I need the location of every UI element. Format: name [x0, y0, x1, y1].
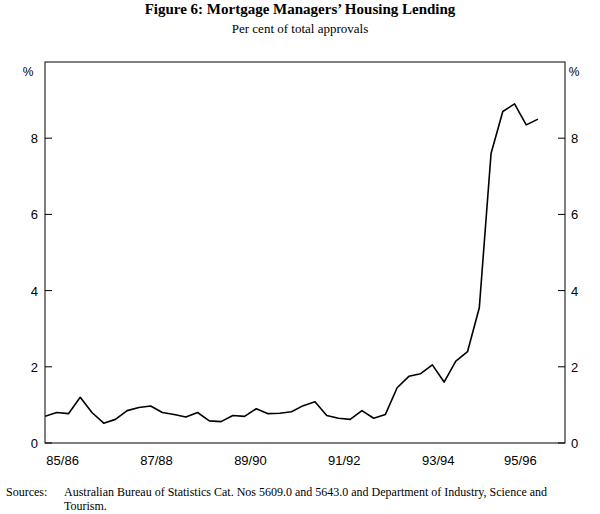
x-tick-label: 93/94	[422, 453, 455, 468]
y-tick-left	[45, 366, 52, 367]
y-tick-right	[558, 366, 565, 367]
plot-frame	[45, 62, 565, 443]
source-text: Australian Bureau of Statistics Cat. Nos…	[64, 485, 598, 513]
y-tick-label: 6	[31, 207, 38, 222]
y-tick-left	[45, 443, 52, 444]
x-tick-label: 89/90	[234, 453, 267, 468]
y-tick-label: 4	[31, 284, 38, 299]
y-tick-right	[558, 214, 565, 215]
y-tick-right	[558, 290, 565, 291]
y-tick-left	[45, 290, 52, 291]
x-tick-label: 87/88	[140, 453, 173, 468]
y-tick-right	[558, 443, 565, 444]
data-line	[45, 104, 538, 423]
y-tick-label: 0	[31, 436, 38, 451]
y-tick-left	[45, 138, 52, 139]
title: Figure 6: Mortgage Managers’ Housing Len…	[145, 1, 456, 17]
y2-tick-label: 0	[571, 436, 578, 451]
y2-tick-label: 2	[571, 360, 578, 375]
y2-tick-label: 6	[571, 207, 578, 222]
y2-tick-label: 8	[571, 131, 578, 146]
source-note: Sources:Australian Bureau of Statistics …	[6, 485, 598, 513]
y2-axis-label: %	[569, 65, 580, 79]
y2-tick-label: 4	[571, 284, 578, 299]
x-tick-label: 95/96	[504, 453, 537, 468]
y-tick-label: 2	[31, 360, 38, 375]
y-tick-label: 8	[31, 131, 38, 146]
x-tick-label: 85/86	[46, 453, 79, 468]
y-axis-label: %	[23, 65, 34, 79]
subtitle: Per cent of total approvals	[232, 21, 368, 36]
plot-area	[45, 104, 538, 423]
y-tick-left	[45, 214, 52, 215]
y-tick-right	[558, 138, 565, 139]
source-label: Sources:	[6, 485, 64, 513]
x-tick-label: 91/92	[328, 453, 361, 468]
